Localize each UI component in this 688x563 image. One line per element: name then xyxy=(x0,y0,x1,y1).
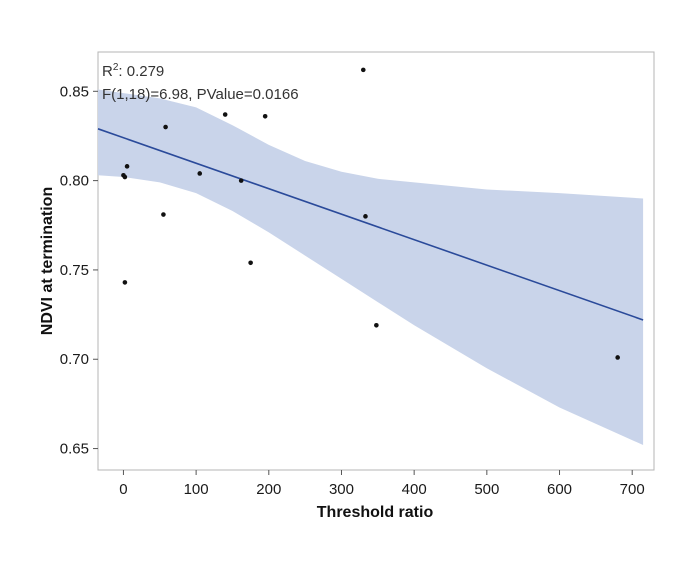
x-axis-title: Threshold ratio xyxy=(317,504,434,521)
data-points-layer xyxy=(121,67,620,360)
confidence-band xyxy=(98,89,644,445)
confidence-band-layer xyxy=(98,89,644,445)
y-tick-label: 0.80 xyxy=(60,173,89,190)
data-point xyxy=(163,124,168,130)
x-tick-label: 400 xyxy=(402,481,427,498)
y-axis-title: NDVI at termination xyxy=(39,187,56,335)
data-point xyxy=(248,260,253,266)
data-point xyxy=(197,171,203,176)
x-tick-label: 600 xyxy=(547,481,572,498)
y-tick-label: 0.75 xyxy=(60,262,89,279)
data-point xyxy=(615,355,620,360)
data-point xyxy=(122,174,128,180)
x-tick-label: 0 xyxy=(119,481,127,498)
x-tick-label: 700 xyxy=(620,481,645,498)
y-tick-label: 0.70 xyxy=(60,351,89,368)
x-tick-label: 300 xyxy=(329,481,354,498)
y-tick-label: 0.85 xyxy=(60,83,89,100)
x-tick-label: 200 xyxy=(256,481,281,498)
data-point xyxy=(363,214,368,219)
x-axis: 0 100 200 300 400 500 600 700 xyxy=(119,470,645,498)
data-point xyxy=(238,178,244,183)
fit-line-layer xyxy=(97,128,644,321)
y-axis: 0.65 0.70 0.75 0.80 0.85 xyxy=(60,83,98,458)
data-point xyxy=(161,212,166,217)
x-tick-label: 100 xyxy=(184,481,209,498)
data-point xyxy=(374,323,379,328)
stat-f-test: F(1,18)=6.98, PValue=0.0166 xyxy=(102,86,299,103)
data-point xyxy=(360,67,366,73)
x-tick-label: 500 xyxy=(474,481,499,498)
y-tick-label: 0.65 xyxy=(60,441,89,458)
data-point xyxy=(262,114,268,119)
data-point xyxy=(122,280,128,285)
stat-r2: R2: 0.279 xyxy=(102,62,164,80)
data-point xyxy=(222,112,228,117)
regression-line xyxy=(97,128,644,321)
data-point xyxy=(124,164,130,169)
